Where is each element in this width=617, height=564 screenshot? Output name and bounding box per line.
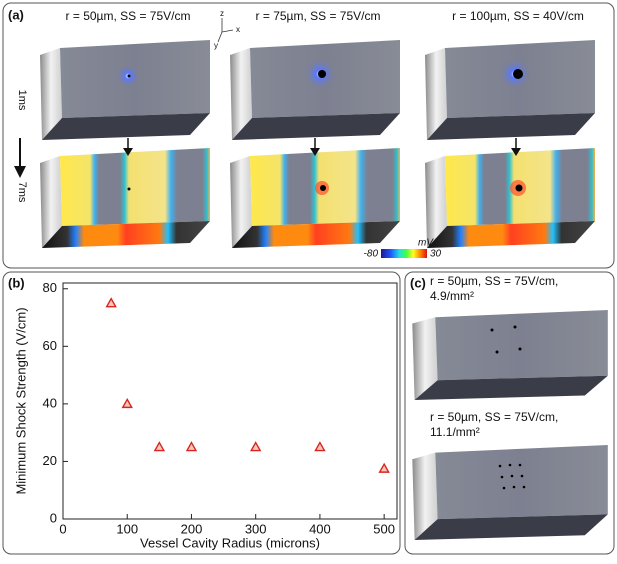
y-axis-label: Minimum Shock Strength (V/cm): [13, 307, 28, 494]
slab: [412, 445, 608, 540]
x-tick-label: 300: [245, 521, 267, 536]
colorbar-max: 30: [430, 249, 442, 260]
marker: [378, 462, 390, 473]
marker: [121, 397, 133, 409]
slab: [230, 40, 400, 140]
colorbar-unit: mV: [418, 238, 434, 249]
y-tick-label: 20: [43, 453, 57, 468]
colorbar-min: -80: [364, 249, 379, 260]
marker: [185, 441, 198, 452]
x-tick-label: 400: [309, 521, 331, 536]
row-label: 7ms: [16, 182, 28, 203]
caption: r = 50µm, SS = 75V/cm,: [430, 410, 558, 424]
panel-a-frame: [2, 2, 615, 269]
panel-label: (a): [8, 7, 24, 22]
caption: 4.9/mm²: [430, 289, 474, 303]
time-arrow-head: [14, 166, 26, 178]
axis-letter: y: [214, 41, 218, 50]
y-tick-label: 40: [43, 395, 57, 410]
marker: [105, 297, 117, 308]
axis-letter: z: [220, 9, 224, 18]
axis-letter: x: [236, 25, 240, 34]
x-tick-label: 500: [373, 521, 395, 536]
marker: [249, 441, 262, 452]
colorbar: [381, 249, 427, 258]
x-tick-label: 100: [116, 521, 138, 536]
y-tick-label: 0: [50, 510, 57, 525]
axes-icon: [217, 18, 234, 43]
marker: [314, 441, 326, 452]
panel-label: (c): [410, 275, 426, 290]
panel-c-frame: [404, 271, 615, 555]
caption: r = 50µm, SS = 75V/cm,: [430, 274, 558, 288]
row-label: 1ms: [16, 90, 28, 111]
x-tick-label: 0: [59, 521, 66, 536]
plot: 0 100 200 300 400 500 0 20 40 60 80 Vessel Cavity R…: [13, 280, 398, 550]
slab: [40, 148, 210, 248]
slab: [425, 148, 595, 248]
step-arrows: [123, 138, 521, 156]
slab: [230, 148, 400, 248]
panel-b-frame: [2, 271, 401, 555]
slab: [40, 40, 210, 140]
column-title: r = 75µm, SS = 75V/cm: [256, 9, 381, 23]
panel-label: (b): [8, 275, 25, 290]
x-tick-label: 200: [181, 521, 203, 536]
y-tick-label: 80: [43, 280, 57, 295]
y-tick-label: 60: [43, 338, 57, 353]
slab: [425, 40, 595, 140]
column-title: r = 100µm, SS = 40V/cm: [452, 9, 584, 23]
plot-frame: [62, 282, 398, 520]
marker: [153, 441, 166, 452]
x-axis-label: Vessel Cavity Radius (microns): [140, 535, 320, 550]
column-title: r = 50µm, SS = 75V/cm: [66, 9, 191, 23]
caption: 11.1/mm²: [430, 425, 480, 439]
slab: [412, 310, 608, 400]
